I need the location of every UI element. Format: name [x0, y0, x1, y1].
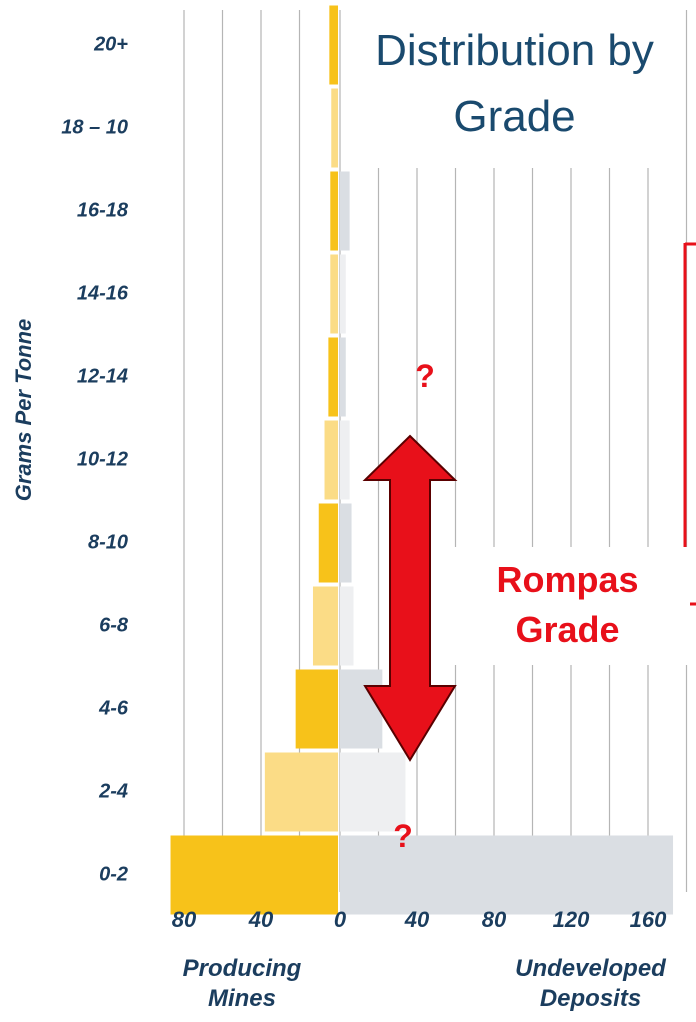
y-tick-label: 14-16 — [77, 282, 129, 304]
chart-title: Distribution by Grade — [372, 10, 657, 168]
x-tick-label: 40 — [248, 907, 274, 932]
x-tick-label: 40 — [404, 907, 430, 932]
y-tick-label: 8-10 — [88, 531, 128, 553]
bar — [340, 503, 352, 583]
bars — [170, 5, 674, 915]
bar — [170, 835, 338, 915]
bar — [330, 171, 338, 251]
y-tick-label: 6-8 — [99, 614, 129, 636]
bar — [331, 88, 338, 168]
bar — [264, 752, 338, 832]
bar — [340, 752, 406, 832]
bar — [340, 171, 350, 251]
y-tick-label: 16-18 — [77, 199, 129, 221]
bar — [328, 337, 338, 417]
y-tick-label: 10-12 — [77, 448, 128, 470]
legend-label: Producing Mines — [182, 955, 302, 1012]
legend-label: Undeveloped Deposits — [515, 955, 666, 1012]
x-tick-label: 0 — [334, 907, 347, 932]
y-tick-label: 12-14 — [77, 365, 128, 387]
bar — [340, 337, 346, 417]
double-arrow — [362, 434, 458, 762]
x-tick-label: 160 — [630, 907, 667, 932]
x-tick-label: 80 — [482, 907, 507, 932]
x-tick-label: 80 — [172, 907, 197, 932]
x-tick-label: 120 — [553, 907, 590, 932]
bar — [330, 254, 338, 334]
bar — [340, 254, 346, 334]
y-tick-label: 4-6 — [98, 697, 129, 719]
y-tick-label: 2-4 — [98, 780, 128, 802]
y-tick-label: 20+ — [93, 33, 128, 55]
annotation: ? — [393, 818, 413, 854]
bar — [329, 5, 338, 85]
annotation: ? — [415, 358, 435, 394]
bar — [340, 835, 674, 915]
bar — [318, 503, 338, 583]
bar — [295, 669, 338, 749]
bar — [340, 586, 354, 666]
bar — [312, 586, 338, 666]
bar — [340, 669, 383, 749]
y-tick-label: 18 – 10 — [61, 116, 128, 138]
y-tick-label: 0-2 — [99, 863, 128, 885]
bar — [340, 420, 350, 500]
y-axis-label: Grams Per Tonne — [11, 319, 36, 502]
bar — [324, 420, 338, 500]
annotation: Rompas Grade — [445, 547, 690, 665]
